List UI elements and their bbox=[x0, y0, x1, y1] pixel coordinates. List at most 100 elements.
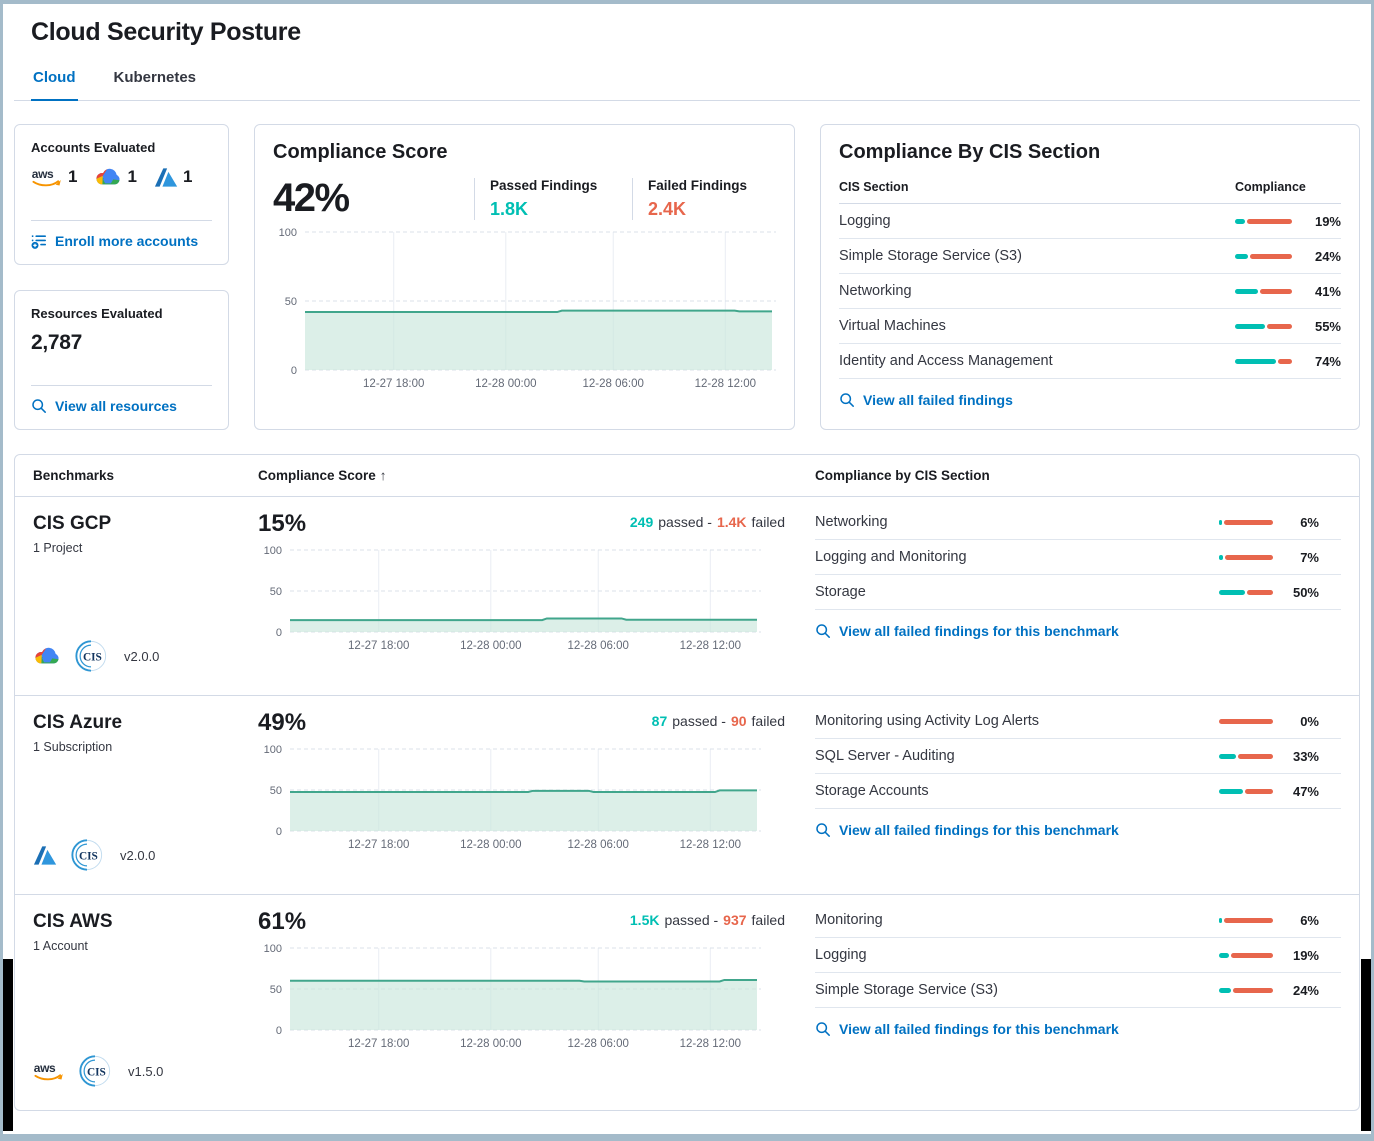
benchmark-trend-chart: 12-27 18:00 12-28 00:00 12-28 06:00 12-28 1… bbox=[258, 940, 785, 1057]
svg-text:12-28 00:00: 12-28 00:00 bbox=[460, 640, 521, 652]
cis-section-name: Logging bbox=[815, 947, 867, 963]
cis-logo-icon: CIS bbox=[70, 838, 104, 872]
compliance-percent: 41% bbox=[1314, 283, 1341, 299]
view-all-resources-link[interactable]: View all resources bbox=[31, 398, 212, 414]
view-failed-findings-benchmark-link[interactable]: View all failed findings for this benchm… bbox=[815, 1021, 1119, 1037]
svg-text:12-28 12:00: 12-28 12:00 bbox=[680, 640, 741, 652]
svg-text:100: 100 bbox=[264, 545, 282, 557]
compliance-bar bbox=[1219, 987, 1273, 993]
cis-section-row: Logging 19% bbox=[815, 938, 1341, 973]
benchmark-version: v1.5.0 bbox=[128, 1063, 164, 1079]
compliance-bar-cell: 74% bbox=[1235, 354, 1341, 369]
compliance-bar bbox=[1219, 917, 1273, 923]
failed-findings-label: Failed Findings bbox=[648, 178, 748, 193]
compliance-bar bbox=[1219, 589, 1273, 595]
view-failed-findings-benchmark-link[interactable]: View all failed findings for this benchm… bbox=[815, 623, 1119, 639]
cis-section-name: Simple Storage Service (S3) bbox=[815, 982, 998, 998]
passed-findings-label: Passed Findings bbox=[490, 178, 598, 193]
compliance-percent: 47% bbox=[1292, 783, 1319, 799]
compliance-bar bbox=[1219, 554, 1273, 560]
benchmark-passed-value: 249 bbox=[629, 514, 654, 530]
cis-section-row: Logging and Monitoring 7% bbox=[815, 540, 1341, 575]
compliance-bar-cell: 6% bbox=[1219, 913, 1319, 928]
card-divider bbox=[31, 219, 212, 221]
cis-section-name: Storage bbox=[815, 584, 866, 600]
cis-section-row: SQL Server - Auditing 33% bbox=[815, 739, 1341, 774]
svg-text:12-28 12:00: 12-28 12:00 bbox=[680, 1038, 741, 1050]
benchmark-score-row: 61% 1.5K passed - 937 failed bbox=[258, 908, 785, 936]
aws-icon: aws bbox=[33, 1061, 65, 1081]
desktop-background-right bbox=[1361, 959, 1371, 1131]
azure-icon bbox=[154, 167, 178, 188]
accounts-evaluated-card: Accounts Evaluated aws 1 bbox=[14, 124, 229, 265]
benchmark-passed-failed: 249 passed - 1.4K failed bbox=[630, 514, 785, 530]
benchmark-footer: View all failed findings for this benchm… bbox=[815, 610, 1341, 644]
benchmark-name: CIS Azure bbox=[33, 712, 123, 733]
resources-evaluated-card: Resources Evaluated 2,787 View all resou… bbox=[14, 289, 229, 430]
compliance-percent: 0% bbox=[1300, 713, 1319, 729]
benchmark-score-cell: 15% 249 passed - 1.4K failed 12-27 18:00… bbox=[258, 497, 815, 695]
search-icon bbox=[839, 392, 855, 408]
view-failed-findings-benchmark-link[interactable]: View all failed findings for this benchm… bbox=[815, 822, 1119, 838]
compliance-bar-cell: 41% bbox=[1235, 284, 1341, 299]
svg-text:CIS: CIS bbox=[87, 1066, 106, 1078]
benchmarks-table-header: Benchmarks Compliance Score ↑ Compliance … bbox=[15, 455, 1359, 497]
search-icon bbox=[31, 398, 47, 414]
compliance-bar-cell: 24% bbox=[1219, 983, 1319, 998]
enroll-more-accounts-link[interactable]: Enroll more accounts bbox=[31, 233, 212, 249]
benchmark-scope: 1 Subscription bbox=[33, 740, 113, 754]
view-all-failed-findings-link[interactable]: View all failed findings bbox=[839, 392, 1013, 408]
benchmark-trend-chart: 12-27 18:00 12-28 00:00 12-28 06:00 12-28 1… bbox=[258, 542, 785, 659]
svg-text:12-28 12:00: 12-28 12:00 bbox=[680, 839, 741, 851]
cis-logo-icon: CIS bbox=[78, 1054, 112, 1088]
benchmark-footer: View all failed findings for this benchm… bbox=[815, 809, 1341, 843]
svg-text:12-28 06:00: 12-28 06:00 bbox=[583, 378, 644, 390]
sort-ascending-icon: ↑ bbox=[379, 468, 387, 483]
compliance-score-card: Compliance Score 42% Passed Findings 1.8… bbox=[254, 124, 795, 430]
compliance-bar-cell: 19% bbox=[1219, 948, 1319, 963]
tab-cloud[interactable]: Cloud bbox=[31, 63, 78, 101]
desktop-background-left bbox=[3, 959, 13, 1131]
compliance-percent: 6% bbox=[1300, 514, 1319, 530]
azure-icon bbox=[33, 845, 57, 866]
compliance-bar-cell: 33% bbox=[1219, 749, 1319, 764]
benchmark-score-row: 49% 87 passed - 90 failed bbox=[258, 709, 785, 737]
svg-text:12-27 18:00: 12-27 18:00 bbox=[363, 378, 424, 390]
cis-card-footer: View all failed findings bbox=[839, 379, 1341, 413]
benchmark-footer: View all failed findings for this benchm… bbox=[815, 1008, 1341, 1042]
compliance-by-cis-title: Compliance By CIS Section bbox=[839, 141, 1101, 163]
benchmark-failed-value: 1.4K bbox=[716, 514, 747, 530]
cis-section-row: Storage Accounts 47% bbox=[815, 774, 1341, 809]
cis-section-row: Simple Storage Service (S3) 24% bbox=[839, 239, 1341, 274]
cis-section-row: Networking 41% bbox=[839, 274, 1341, 309]
cis-section-name: SQL Server - Auditing bbox=[815, 748, 955, 764]
benchmarks-table-card: Benchmarks Compliance Score ↑ Compliance … bbox=[14, 454, 1360, 1111]
compliance-bar-cell: 19% bbox=[1235, 214, 1341, 229]
compliance-bar-cell: 24% bbox=[1235, 249, 1341, 264]
compliance-bar bbox=[1235, 253, 1292, 259]
compliance-percent: 50% bbox=[1292, 584, 1319, 600]
tab-kubernetes[interactable]: Kubernetes bbox=[113, 69, 197, 86]
benchmark-name: CIS AWS bbox=[33, 911, 113, 932]
benchmark-name: CIS GCP bbox=[33, 513, 112, 534]
compliance-score-column-header[interactable]: Compliance Score ↑ bbox=[258, 468, 815, 483]
svg-text:50: 50 bbox=[270, 586, 282, 598]
gcp-account-count: 1 bbox=[94, 166, 137, 188]
cis-section-row: Logging 19% bbox=[839, 204, 1341, 239]
benchmark-score-cell: 49% 87 passed - 90 failed 12-27 18:00 12-… bbox=[258, 696, 815, 894]
benchmark-scope: 1 Account bbox=[33, 939, 88, 953]
benchmark-score-cell: 61% 1.5K passed - 937 failed 12-27 18:00… bbox=[258, 895, 815, 1110]
compliance-percent: 24% bbox=[1292, 982, 1319, 998]
card-divider bbox=[31, 385, 212, 386]
failed-word: failed bbox=[751, 713, 785, 729]
accounts-evaluated-title: Accounts Evaluated bbox=[31, 140, 156, 155]
svg-text:aws: aws bbox=[32, 167, 54, 181]
svg-text:12-28 00:00: 12-28 00:00 bbox=[475, 378, 536, 390]
svg-text:50: 50 bbox=[270, 984, 282, 996]
cis-section-name: Storage Accounts bbox=[815, 783, 929, 799]
benchmark-logos: aws CIS v1.5.0 bbox=[33, 1054, 258, 1088]
compliance-score-header-label: Compliance Score bbox=[258, 468, 376, 483]
failed-word: failed bbox=[751, 514, 785, 530]
summary-side-column: Accounts Evaluated aws 1 bbox=[14, 124, 229, 430]
